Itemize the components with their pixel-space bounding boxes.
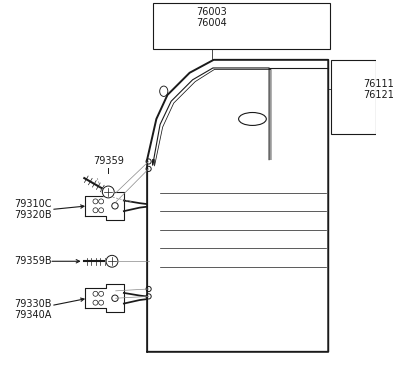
- Bar: [331, 60, 375, 134]
- Text: 76003
76004: 76003 76004: [197, 7, 227, 28]
- Text: 79310C
79320B: 79310C 79320B: [14, 199, 52, 220]
- Text: 76111
76121: 76111 76121: [363, 79, 394, 100]
- Text: 79359B: 79359B: [14, 256, 52, 266]
- Bar: [152, 3, 330, 49]
- Circle shape: [102, 186, 114, 198]
- Text: 79330B
79340A: 79330B 79340A: [14, 299, 52, 320]
- Circle shape: [106, 255, 118, 267]
- Text: 79359: 79359: [93, 157, 124, 167]
